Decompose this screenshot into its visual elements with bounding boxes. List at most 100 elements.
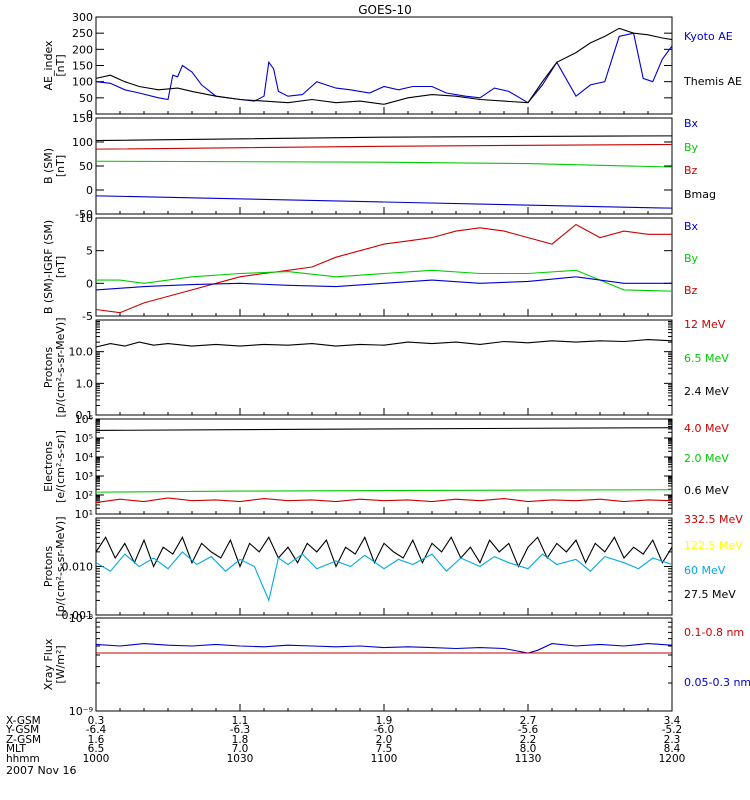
panel-frame: [95, 517, 673, 616]
series-line-themis-ae: [96, 28, 672, 104]
panel-3: -5 0 5 10 B (SM)-IGRF (SM)[nT] Bx By Bz: [42, 212, 699, 323]
legend-entry: Bz: [684, 284, 698, 297]
panel-frame: [95, 319, 673, 416]
y-tick-label: 100: [72, 136, 93, 149]
series-line-4-0-mev: [96, 498, 672, 503]
y-tick-label: 0: [86, 277, 93, 290]
series-line-2-4-mev: [96, 340, 672, 347]
y-axis-label-line: [p/(cm²-s-sr-MeV)]: [54, 517, 67, 617]
y-tick-label: 10: [79, 212, 93, 225]
legend-entry: Bz: [684, 164, 698, 177]
series-line-bx: [96, 277, 672, 290]
x-row-label: MLT: [6, 743, 26, 755]
y-axis-label-line: B (SM)-IGRF (SM): [42, 220, 55, 314]
x-tick-label: 1.6: [88, 734, 105, 746]
series-line-27-5-mev: [96, 537, 672, 566]
y-tick-label: 5: [86, 245, 93, 258]
y-axis-label-line: AE_index: [42, 40, 55, 91]
legend-entry: By: [684, 141, 699, 154]
y-axis-label: AE_index[nT]: [42, 40, 67, 91]
legend-entry: 27.5 MeV: [684, 588, 736, 601]
x-tick-label: -5.6: [518, 724, 539, 736]
series-line-bz: [96, 225, 672, 313]
y-tick-label: 0.1: [76, 409, 94, 422]
legend-entry: 332.5 MeV: [684, 513, 743, 526]
x-tick-label: 3.4: [664, 715, 681, 727]
x-tick-label: -6.0: [374, 724, 395, 736]
legend-entry: 0.6 MeV: [684, 484, 729, 497]
legend-entry: 2.0 MeV: [684, 452, 729, 465]
y-axis-label-line: [nT]: [54, 54, 67, 76]
legend-entry: Themis AE: [683, 75, 742, 88]
y-axis-label-line: Xray Flux: [42, 638, 55, 690]
y-tick-label: 10¹: [75, 508, 93, 521]
series-line-bz: [96, 144, 672, 149]
y-tick-label: 10⁻⁸: [69, 612, 94, 625]
y-tick-label: 0: [86, 184, 93, 197]
y-tick-label: 10⁴: [75, 451, 94, 464]
y-tick-label: 300: [72, 11, 93, 24]
x-tick-label: 1030: [227, 753, 254, 765]
y-axis-label-line: B (SM): [42, 148, 55, 184]
x-tick-label: -5.2: [662, 724, 683, 736]
y-axis-label: Protons[p/(cm²-s-sr-MeV)]: [42, 517, 67, 617]
y-tick-label: 10²: [75, 489, 93, 502]
y-axis-label-line: [p/(cm²-s-sr-MeV)]: [54, 318, 67, 418]
x-axis-labels: X-GSM 0.3 1.1 1.9 2.7 3.4 Y-GSM -6.4 -6.3 -6.0 -5.…: [5, 715, 685, 765]
y-axis-label: Xray Flux[W/m²]: [42, 638, 67, 690]
x-tick-label: 8.4: [664, 743, 681, 755]
x-tick-label: 2.7: [520, 715, 537, 727]
legend-entry: Bx: [684, 220, 699, 233]
y-axis-label: Electrons[e/(cm²-s-sr)]: [42, 430, 67, 503]
y-axis-label-line: Protons: [42, 347, 55, 388]
y-tick-label: 10⁶: [75, 413, 94, 426]
y-axis-label: B (SM)-IGRF (SM)[nT]: [42, 220, 67, 314]
x-tick-label: 6.5: [88, 743, 105, 755]
legend-entry: 0.1-0.8 nm: [684, 626, 744, 639]
x-tick-label: 2.3: [664, 734, 681, 746]
x-tick-label: -6.3: [230, 724, 251, 736]
series-line-2-0-mev: [96, 490, 672, 493]
date-label: 2007 Nov 16: [6, 764, 76, 777]
x-tick-label: 2.0: [376, 734, 393, 746]
x-tick-label: 1100: [371, 753, 398, 765]
legend-entry: Kyoto AE: [684, 30, 733, 43]
legend-entry: 4.0 MeV: [684, 422, 729, 435]
series-line-0-1-0-8-nm: [96, 644, 672, 653]
series-line-by: [96, 161, 672, 167]
y-tick-label: 0.010: [62, 561, 94, 574]
series-line-kyoto-ae: [96, 33, 672, 103]
legend-entry: Bmag: [684, 188, 716, 201]
x-row-label: Y-GSM: [5, 724, 39, 736]
x-tick-label: 7.5: [376, 743, 393, 755]
y-tick-label: 100: [72, 76, 93, 89]
x-tick-label: 1000: [83, 753, 110, 765]
panel-frame: [95, 217, 673, 317]
legend-entry: 122.5 MeV: [684, 539, 743, 552]
y-axis-label-line: [nT]: [54, 155, 67, 177]
x-tick-label: 1130: [515, 753, 542, 765]
y-tick-label: 10⁻⁹: [69, 705, 93, 718]
panel-2: -50 0 50 100 150 B (SM)[nT] Bx By Bz Bmag: [42, 112, 716, 221]
x-tick-label: 1.1: [232, 715, 249, 727]
series-line-bx: [96, 196, 672, 208]
y-tick-label: 50: [79, 92, 93, 105]
y-tick-label: 10.0: [69, 346, 94, 359]
y-tick-label: 200: [72, 43, 93, 56]
y-tick-label: 10⁵: [75, 432, 93, 445]
legend-entry: 12 MeV: [684, 318, 726, 331]
chart-title: GOES-10: [358, 3, 412, 17]
y-axis-label-line: [W/m²]: [54, 645, 67, 683]
series-line-60-mev: [96, 552, 672, 601]
y-axis-label-line: Protons: [42, 546, 55, 587]
y-tick-label: 50: [79, 160, 93, 173]
y-tick-label: 150: [72, 60, 93, 73]
panel-frame: [95, 617, 673, 712]
y-tick-label: -5: [82, 310, 93, 323]
y-axis-label: B (SM)[nT]: [42, 148, 67, 184]
y-tick-label: -50: [75, 208, 93, 221]
